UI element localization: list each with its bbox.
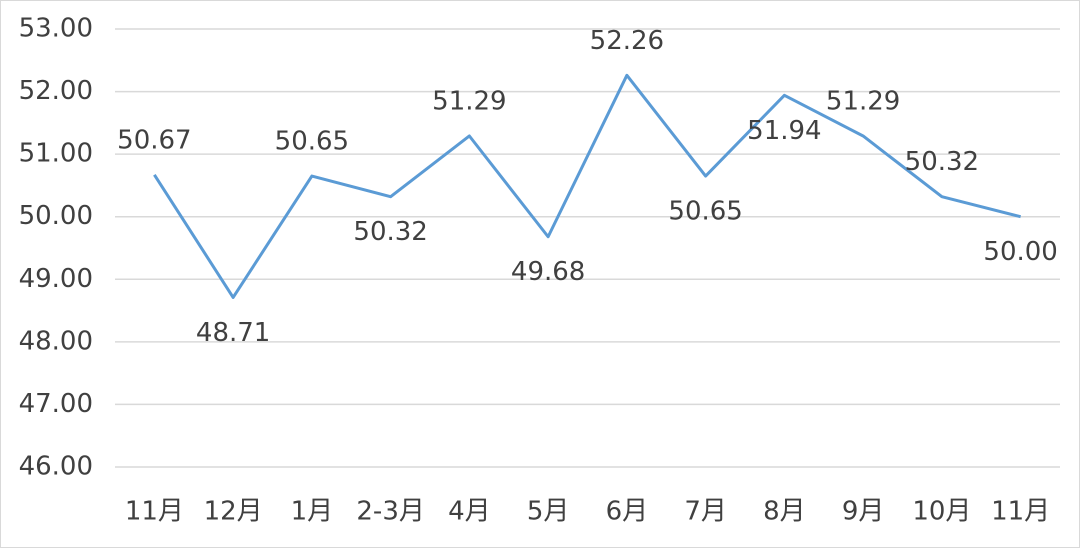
x-tick-label: 10月 [912, 497, 971, 527]
x-tick-label: 9月 [842, 497, 885, 527]
data-label: 52.26 [590, 26, 664, 56]
x-tick-label: 12月 [204, 497, 263, 527]
y-tick-label: 50.00 [19, 201, 93, 231]
data-label: 51.29 [826, 86, 900, 116]
y-tick-label: 46.00 [19, 452, 93, 482]
y-tick-label: 51.00 [19, 139, 93, 169]
data-label: 51.94 [747, 116, 821, 146]
y-tick-label: 47.00 [19, 389, 93, 419]
data-label: 50.65 [668, 197, 742, 227]
x-tick-label: 11月 [125, 497, 184, 527]
x-tick-label: 8月 [763, 497, 806, 527]
x-tick-label: 5月 [527, 497, 570, 527]
data-label: 48.71 [196, 318, 270, 348]
data-label: 50.32 [353, 217, 427, 247]
data-label: 50.32 [905, 147, 979, 177]
data-label: 49.68 [511, 257, 585, 287]
data-label: 51.29 [432, 86, 506, 116]
x-tick-label: 2-3月 [356, 497, 424, 527]
x-tick-label: 11月 [991, 497, 1050, 527]
x-tick-label: 6月 [606, 497, 649, 527]
data-line [153, 73, 1021, 299]
x-tick-label: 4月 [448, 497, 491, 527]
y-tick-label: 53.00 [19, 14, 93, 44]
x-tick-label: 7月 [684, 497, 727, 527]
data-label: 50.00 [983, 237, 1057, 267]
y-tick-label: 52.00 [19, 76, 93, 106]
data-label: 50.65 [275, 127, 349, 157]
x-tick-label: 1月 [291, 497, 334, 527]
y-tick-label: 49.00 [19, 264, 93, 294]
data-label: 50.67 [117, 125, 191, 155]
y-tick-label: 48.00 [19, 326, 93, 356]
